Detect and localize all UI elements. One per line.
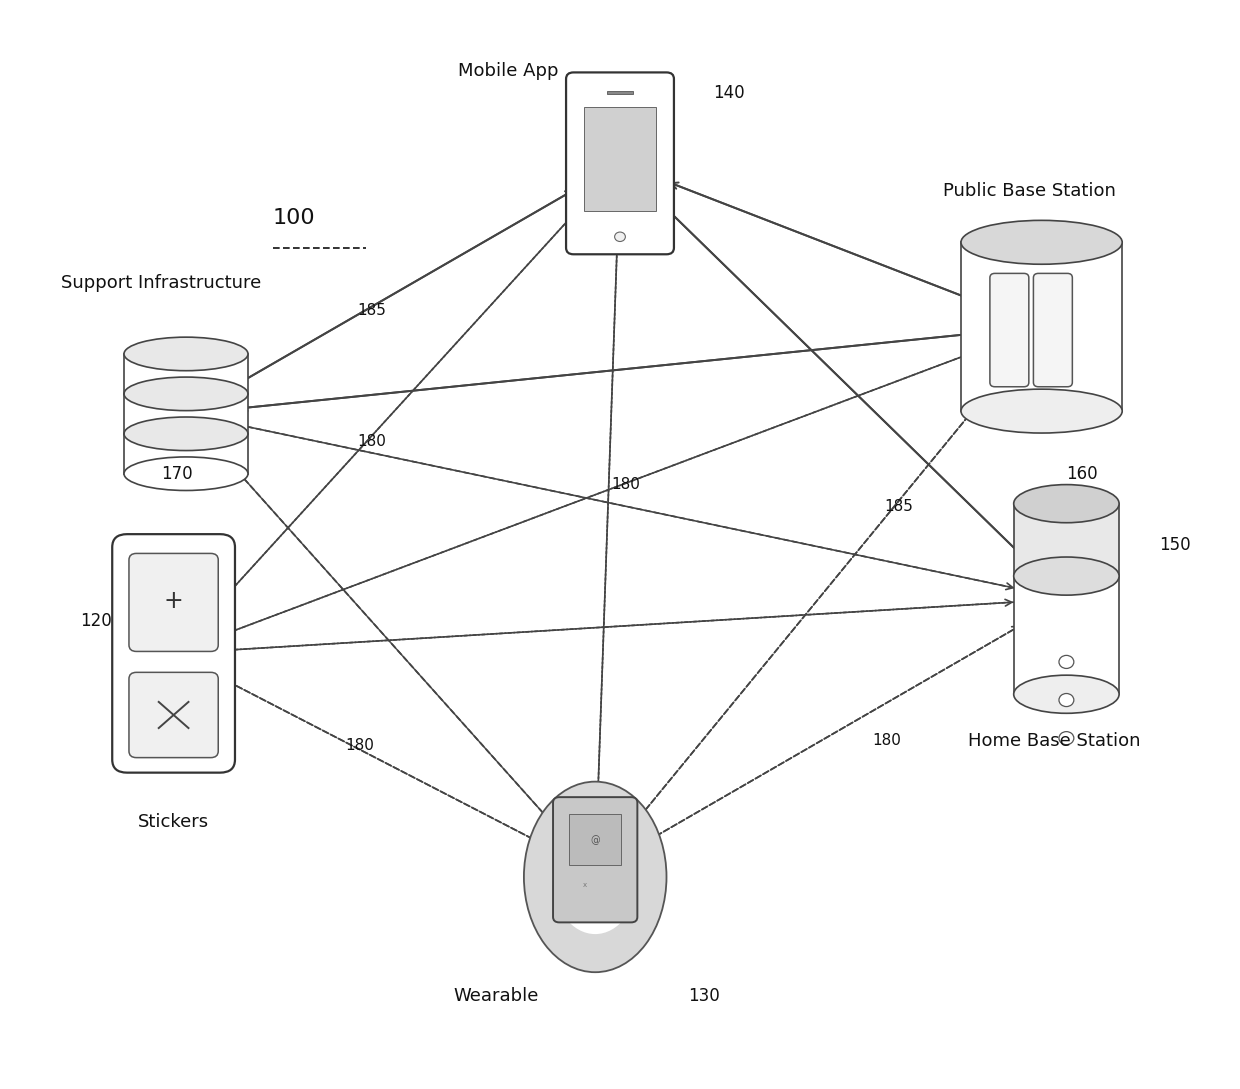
FancyArrowPatch shape <box>629 369 1007 831</box>
Text: 185: 185 <box>884 499 914 514</box>
FancyBboxPatch shape <box>113 535 236 773</box>
FancyArrowPatch shape <box>657 200 1027 561</box>
Bar <box>584 107 656 211</box>
Ellipse shape <box>1014 485 1120 523</box>
FancyArrowPatch shape <box>594 216 619 817</box>
Text: 140: 140 <box>713 84 745 101</box>
Ellipse shape <box>1014 558 1120 595</box>
FancyArrowPatch shape <box>224 345 992 635</box>
FancyArrowPatch shape <box>670 183 991 307</box>
Bar <box>608 91 632 94</box>
Circle shape <box>615 232 625 242</box>
Ellipse shape <box>124 377 248 411</box>
Ellipse shape <box>1014 675 1120 713</box>
Text: 120: 120 <box>81 612 113 629</box>
FancyArrowPatch shape <box>232 191 573 388</box>
Bar <box>1014 504 1118 576</box>
FancyArrowPatch shape <box>222 454 560 832</box>
Circle shape <box>1059 694 1074 707</box>
Text: Mobile App: Mobile App <box>458 62 559 79</box>
FancyArrowPatch shape <box>641 626 1019 845</box>
FancyArrowPatch shape <box>222 678 548 847</box>
Ellipse shape <box>961 389 1122 433</box>
Text: @: @ <box>590 835 600 845</box>
Bar <box>124 354 248 394</box>
FancyArrowPatch shape <box>233 189 574 387</box>
Circle shape <box>1059 732 1074 745</box>
FancyBboxPatch shape <box>553 797 637 922</box>
FancyArrowPatch shape <box>660 201 1029 562</box>
FancyArrowPatch shape <box>238 330 987 408</box>
Text: 180: 180 <box>611 477 641 492</box>
FancyBboxPatch shape <box>129 553 218 651</box>
FancyArrowPatch shape <box>642 625 1021 844</box>
FancyBboxPatch shape <box>1033 273 1073 387</box>
Bar <box>569 815 621 866</box>
FancyArrowPatch shape <box>223 345 991 635</box>
Ellipse shape <box>124 338 248 370</box>
FancyBboxPatch shape <box>567 72 675 255</box>
Text: 160: 160 <box>1066 465 1099 482</box>
Bar <box>124 433 248 474</box>
Text: Wearable: Wearable <box>454 988 538 1005</box>
FancyArrowPatch shape <box>228 602 1014 653</box>
Text: 150: 150 <box>1159 536 1192 553</box>
Ellipse shape <box>552 820 637 934</box>
Bar <box>124 394 248 433</box>
FancyBboxPatch shape <box>129 672 218 758</box>
FancyArrowPatch shape <box>239 424 1014 588</box>
Bar <box>1014 576 1118 695</box>
FancyArrowPatch shape <box>671 183 992 307</box>
Bar <box>961 243 1122 412</box>
Text: 180: 180 <box>872 733 901 748</box>
Text: +: + <box>164 589 184 613</box>
Text: 130: 130 <box>688 988 720 1005</box>
Ellipse shape <box>124 457 248 490</box>
FancyArrowPatch shape <box>221 453 559 831</box>
Ellipse shape <box>961 220 1122 265</box>
Ellipse shape <box>523 782 666 972</box>
Ellipse shape <box>124 417 248 451</box>
FancyArrowPatch shape <box>221 677 547 846</box>
Text: Support Infrastructure: Support Infrastructure <box>61 274 262 292</box>
Text: 180: 180 <box>345 738 374 754</box>
FancyArrowPatch shape <box>630 367 1008 829</box>
FancyArrowPatch shape <box>211 203 584 613</box>
Text: x: x <box>583 882 587 888</box>
FancyArrowPatch shape <box>238 425 1013 589</box>
Text: Stickers: Stickers <box>138 813 210 831</box>
Text: 170: 170 <box>161 465 193 482</box>
FancyArrowPatch shape <box>226 599 1012 650</box>
Text: Public Base Station: Public Base Station <box>942 182 1116 199</box>
Circle shape <box>1059 656 1074 669</box>
Text: 185: 185 <box>357 303 387 318</box>
Text: 100: 100 <box>273 208 315 228</box>
FancyArrowPatch shape <box>241 332 990 411</box>
FancyArrowPatch shape <box>210 204 583 614</box>
FancyArrowPatch shape <box>596 218 621 819</box>
Text: 180: 180 <box>357 433 387 449</box>
Text: Home Base Station: Home Base Station <box>967 732 1141 749</box>
FancyBboxPatch shape <box>990 273 1029 387</box>
